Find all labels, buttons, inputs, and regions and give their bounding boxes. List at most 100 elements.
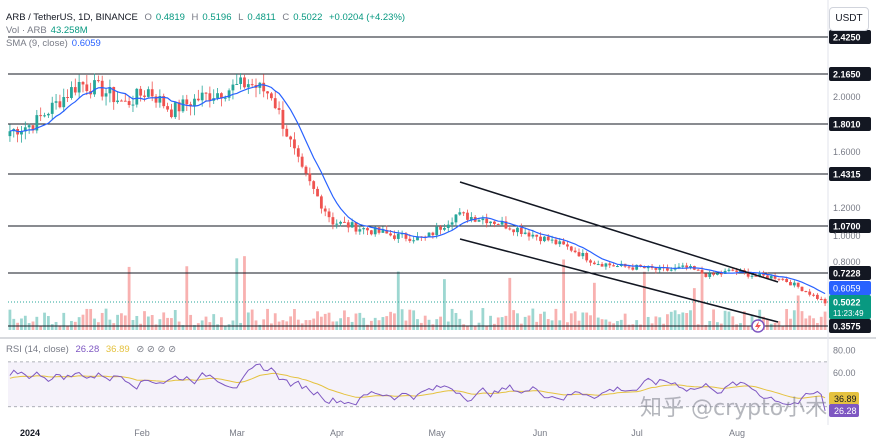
- candle-body: [504, 221, 508, 229]
- candle-body: [108, 86, 112, 94]
- candle-body: [366, 228, 369, 231]
- volume-bar: [804, 318, 808, 330]
- price-tick-label: 1.6000: [833, 147, 861, 157]
- time-axis: 2024 Feb Mar Apr May Jun Jul Aug: [20, 428, 745, 438]
- volume-bar: [216, 324, 219, 330]
- candle-body: [408, 238, 412, 241]
- volume-bar: [685, 313, 689, 330]
- candle-body: [262, 82, 266, 92]
- volume-bar: [231, 320, 235, 330]
- candle-body: [58, 101, 62, 108]
- candle-body: [500, 221, 504, 225]
- sma-value: 0.6059: [71, 38, 101, 49]
- volume-bar: [316, 311, 319, 330]
- candle-body: [443, 227, 446, 230]
- price-axis-ticks: 2.0000 1.6000 1.2000 1.0000 0.8000: [833, 92, 861, 267]
- volume-bar: [12, 318, 16, 330]
- candle-body: [96, 80, 100, 82]
- candle-body: [162, 95, 166, 107]
- candle-body: [804, 291, 808, 293]
- candle-body: [269, 93, 273, 99]
- volume-bar: [439, 316, 442, 330]
- candle-body: [581, 252, 585, 257]
- volume-bar: [589, 315, 592, 330]
- level-label-box: [829, 67, 871, 81]
- volume-bar: [493, 323, 496, 330]
- volume-bar: [623, 313, 627, 330]
- volume-bar: [346, 317, 350, 330]
- volume-bar: [462, 324, 466, 330]
- candle-body: [512, 229, 516, 233]
- volume-bar: [369, 320, 373, 330]
- candle-body: [181, 99, 185, 112]
- rsi-ma-value: 36.89: [105, 344, 130, 355]
- volume-bar: [158, 319, 162, 330]
- candle-body: [458, 212, 462, 215]
- candle-body: [600, 264, 604, 267]
- volume-bar: [400, 309, 404, 330]
- volume-bar: [800, 311, 804, 330]
- volume-bar: [58, 325, 62, 330]
- volume-bar: [612, 323, 615, 330]
- volume-bar: [516, 313, 519, 330]
- candle-body: [150, 89, 154, 97]
- candle-body: [170, 109, 173, 118]
- volume-bar: [293, 309, 296, 330]
- volume-bar: [196, 323, 200, 330]
- volume-bar: [154, 324, 158, 330]
- candle-body: [73, 87, 77, 93]
- candle-body: [808, 291, 812, 295]
- candle-body: [335, 223, 339, 225]
- channel-lower-line: [459, 238, 779, 323]
- candle-body: [246, 84, 250, 88]
- candle-body: [250, 84, 254, 86]
- volume-bar: [523, 316, 527, 330]
- candle-body: [227, 90, 231, 98]
- candle-body: [789, 281, 792, 286]
- volume-bar: [504, 315, 508, 330]
- volume-bar: [319, 316, 323, 330]
- candle-body: [454, 214, 458, 223]
- candle-body: [381, 230, 385, 233]
- candle-body: [469, 217, 473, 220]
- time-axis-label: Jul: [631, 428, 643, 438]
- volume-bar: [750, 314, 754, 330]
- high-value: 0.5196: [202, 12, 232, 23]
- volume-bar: [785, 308, 789, 330]
- candle-body: [596, 264, 600, 266]
- volume-bar: [250, 309, 254, 330]
- candle-body: [754, 275, 758, 277]
- volume-bar: [150, 315, 154, 330]
- rsi-settings-icons[interactable]: ⊘ ⊘ ⊘ ⊘: [136, 344, 177, 355]
- candle-body: [327, 211, 331, 218]
- candle-body: [308, 173, 312, 182]
- volume-bar: [796, 295, 800, 330]
- volume-bar: [181, 325, 185, 330]
- volume-bar: [339, 318, 342, 330]
- level-label: 1.0700: [833, 222, 861, 232]
- volume-bar: [404, 320, 408, 330]
- candle-body: [239, 77, 243, 84]
- candle-body: [66, 97, 69, 99]
- candle-body: [235, 83, 239, 85]
- candle-body: [373, 227, 377, 235]
- candle-body: [689, 265, 692, 268]
- candle-body: [243, 77, 246, 88]
- level-label-box: [829, 219, 871, 233]
- level-label-box: [829, 167, 871, 181]
- volume-bar: [708, 320, 712, 330]
- candle-body: [654, 267, 658, 270]
- volume-bar: [416, 319, 419, 330]
- candle-body: [539, 236, 542, 242]
- candle-body: [54, 101, 58, 103]
- volume-bar: [189, 314, 193, 330]
- volume-bar: [577, 320, 581, 330]
- volume-bar: [93, 318, 96, 330]
- rsi-ma-box: [829, 392, 859, 406]
- candle-body: [812, 294, 815, 296]
- candle-body: [677, 266, 681, 268]
- rsi-band: [8, 361, 827, 407]
- currency-button[interactable]: USDT: [829, 7, 869, 31]
- candle-body: [562, 241, 566, 245]
